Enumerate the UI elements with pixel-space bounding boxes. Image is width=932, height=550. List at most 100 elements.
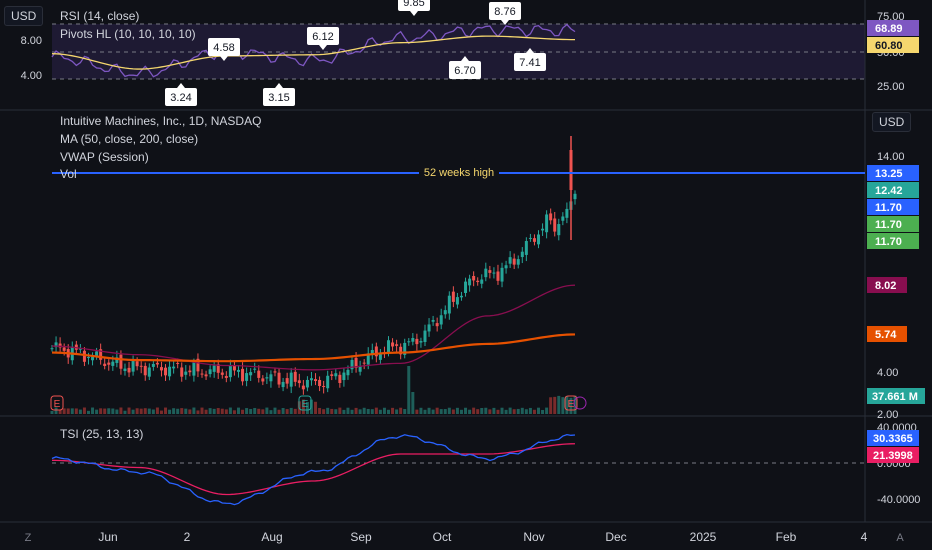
price-badge-volume: 37.661 M bbox=[867, 388, 925, 404]
candle-body bbox=[245, 373, 249, 381]
pivot-pointer bbox=[461, 56, 469, 61]
candle-body bbox=[330, 374, 334, 376]
candle-body bbox=[62, 347, 66, 351]
currency-button-top[interactable]: USD bbox=[4, 6, 44, 26]
earnings-marker[interactable]: E bbox=[50, 395, 64, 411]
volume-bar bbox=[399, 407, 403, 414]
candle-body bbox=[54, 342, 58, 348]
earnings-marker[interactable]: E bbox=[298, 395, 312, 411]
candle-body bbox=[496, 271, 500, 281]
vol-title[interactable]: Vol bbox=[60, 167, 77, 181]
symbol-title[interactable]: Intuitive Machines, Inc., 1D, NASDAQ bbox=[60, 114, 261, 128]
candle-body bbox=[476, 280, 480, 283]
candle-body bbox=[346, 369, 350, 376]
volume-bar bbox=[301, 399, 305, 414]
candle-body bbox=[285, 378, 289, 384]
candle-body bbox=[411, 338, 415, 342]
candle-body bbox=[541, 228, 545, 231]
candle-body bbox=[464, 281, 468, 293]
candle-body bbox=[419, 341, 423, 343]
pivots-title[interactable]: Pivots HL (10, 10, 10, 10) bbox=[60, 27, 196, 41]
pivot-pointer bbox=[275, 83, 283, 88]
volume-bar bbox=[216, 408, 220, 414]
auto-scale-icon[interactable]: A bbox=[896, 532, 904, 544]
candle-body bbox=[407, 341, 411, 343]
volume-bar bbox=[224, 409, 228, 414]
pivot-labels: 3.24 4.58 3.15 6.12 9.85 6.70 8.76 7.41 bbox=[165, 0, 546, 106]
volume-bar bbox=[350, 409, 354, 414]
candle-body bbox=[212, 365, 216, 372]
candle-body bbox=[528, 237, 532, 239]
volume-bar bbox=[391, 407, 395, 414]
price-badge-tsi-signal: 21.3998 bbox=[867, 447, 919, 463]
volume-bar bbox=[407, 366, 411, 414]
pivot-value: 6.12 bbox=[312, 31, 333, 43]
candle-body bbox=[314, 379, 318, 382]
svg-text:11.70: 11.70 bbox=[875, 202, 902, 214]
tsi-title[interactable]: TSI (25, 13, 13) bbox=[60, 427, 143, 441]
volume-bar bbox=[143, 408, 147, 414]
volume-bar bbox=[107, 408, 111, 414]
currency-button-main[interactable]: USD bbox=[872, 112, 912, 132]
svg-text:13.25: 13.25 bbox=[875, 168, 903, 180]
volume-bar bbox=[172, 408, 176, 414]
volume-bar bbox=[484, 407, 488, 414]
volume-bar bbox=[208, 408, 212, 414]
volume-bar bbox=[520, 407, 524, 414]
candle-body bbox=[480, 279, 484, 284]
candle-body bbox=[143, 365, 147, 376]
tsi-line bbox=[51, 433, 576, 506]
pivot-box bbox=[263, 88, 295, 106]
candle-body bbox=[423, 330, 427, 342]
volume-bar bbox=[188, 409, 192, 414]
candle-body bbox=[354, 357, 358, 368]
volume-bar bbox=[561, 397, 565, 414]
candle-body bbox=[253, 368, 257, 370]
ma-title[interactable]: MA (50, close, 200, close) bbox=[60, 132, 198, 146]
volume-bar bbox=[164, 407, 168, 414]
volume-bar bbox=[245, 408, 249, 414]
pivot-value: 3.15 bbox=[268, 92, 289, 104]
volume-bar bbox=[196, 410, 200, 414]
rsi-title[interactable]: RSI (14, close) bbox=[60, 9, 139, 23]
volume-bar bbox=[265, 407, 269, 414]
price-badge-ma50: 8.02 bbox=[867, 277, 907, 293]
pivot-box bbox=[514, 53, 546, 71]
candle-body bbox=[561, 216, 565, 221]
tsi-lines bbox=[51, 433, 576, 506]
pivot-label: 3.24 bbox=[165, 83, 197, 106]
volume-bar bbox=[569, 397, 573, 414]
candle-body bbox=[241, 368, 245, 382]
candle-body bbox=[508, 257, 512, 264]
pivot-value: 9.85 bbox=[403, 0, 424, 9]
candle-body bbox=[322, 385, 326, 388]
volume-bar bbox=[362, 407, 366, 414]
timezone-icon[interactable]: Z bbox=[25, 532, 32, 544]
volume-bar bbox=[451, 409, 455, 414]
vwap-title[interactable]: VWAP (Session) bbox=[60, 150, 149, 164]
pivot-pointer bbox=[501, 20, 509, 25]
volume-bar bbox=[435, 407, 439, 414]
svg-text:37.661 M: 37.661 M bbox=[872, 391, 918, 403]
candle-body bbox=[228, 365, 232, 378]
earnings-marker[interactable]: E bbox=[564, 395, 587, 411]
candle-body bbox=[492, 272, 496, 274]
candle-body bbox=[147, 367, 151, 377]
right-tick: 2.00 bbox=[877, 409, 898, 421]
x-tick: Nov bbox=[523, 530, 544, 544]
svg-text:8.02: 8.02 bbox=[875, 280, 896, 292]
volume-bar bbox=[537, 407, 541, 414]
candle-body bbox=[439, 315, 443, 325]
ma50-line bbox=[51, 284, 576, 371]
candle-body bbox=[204, 374, 208, 377]
volume-bar bbox=[378, 409, 382, 414]
pivot-label: 3.15 bbox=[263, 83, 295, 106]
volume-bar bbox=[95, 409, 99, 414]
volume-bar bbox=[285, 409, 289, 414]
candle-body bbox=[318, 379, 322, 387]
candle-body bbox=[127, 367, 131, 373]
volume-bar bbox=[180, 408, 184, 414]
candle-body bbox=[451, 291, 455, 302]
svg-text:30.3365: 30.3365 bbox=[873, 433, 913, 445]
volume-bar bbox=[455, 407, 459, 414]
